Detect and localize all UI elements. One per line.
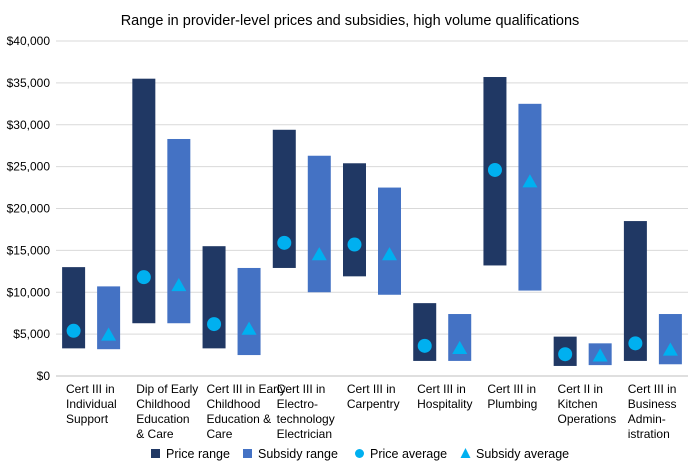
price-range-bar bbox=[623, 221, 647, 361]
price-average-marker bbox=[136, 270, 151, 285]
x-category-label: Dip of Early Childhood Education & Care bbox=[136, 382, 198, 441]
subsidy-average-marker bbox=[522, 174, 538, 188]
price-average-marker bbox=[66, 323, 81, 338]
subsidy-average-marker bbox=[311, 247, 327, 261]
subsidy-range-bar bbox=[97, 286, 121, 350]
gridlines bbox=[56, 40, 688, 377]
subsidy-range-bar bbox=[448, 314, 472, 361]
legend: Price range Subsidy range Price average Sub… bbox=[151, 447, 569, 461]
price-average-marker bbox=[628, 336, 643, 351]
x-category-label: Cert III in Electro-technology Electrician bbox=[277, 382, 335, 441]
y-tick-label: $10,000 bbox=[7, 285, 51, 299]
average-markers bbox=[66, 162, 678, 362]
legend-subsidy-average-label: Subsidy average bbox=[476, 447, 569, 461]
legend-price-average-label: Price average bbox=[370, 447, 447, 461]
y-tick-label: $0 bbox=[37, 369, 51, 383]
y-axis: $0 $5,000 $10,000 $15,000 $20,000 $25,000 $30,… bbox=[7, 34, 51, 383]
price-average-marker bbox=[277, 235, 292, 250]
subsidy-average-marker bbox=[101, 327, 117, 341]
price-average-marker bbox=[417, 338, 432, 353]
y-tick-label: $35,000 bbox=[7, 76, 51, 90]
subsidy-range-bar bbox=[518, 103, 542, 291]
subsidy-average-marker bbox=[382, 247, 397, 261]
x-category-label: Cert II in Kitchen Operations bbox=[558, 382, 617, 426]
subsidy-range-bar bbox=[658, 314, 682, 365]
price-range-bar bbox=[202, 246, 226, 349]
price-average-marker bbox=[347, 237, 362, 252]
price-range-bar bbox=[272, 129, 296, 268]
x-category-label: Cert III in Hospitality bbox=[417, 382, 472, 411]
x-category-label: Cert III in Early Childhood Education & Car… bbox=[206, 382, 285, 441]
subsidy-average-marker bbox=[241, 321, 257, 335]
legend-price-range-label: Price range bbox=[166, 447, 230, 461]
x-category-label: Cert III in Individual Support bbox=[66, 382, 117, 426]
legend-price-average-swatch bbox=[355, 449, 364, 458]
y-tick-label: $40,000 bbox=[7, 34, 51, 48]
x-axis: Cert III in Individual Support Dip of Early… bbox=[66, 382, 676, 441]
legend-subsidy-range-label: Subsidy range bbox=[258, 447, 338, 461]
y-tick-label: $30,000 bbox=[7, 118, 51, 132]
y-tick-label: $25,000 bbox=[7, 160, 51, 174]
subsidy-average-marker bbox=[452, 340, 468, 354]
price-average-marker bbox=[487, 162, 502, 177]
x-category-label: Cert III in Carpentry bbox=[347, 382, 400, 411]
legend-price-range-swatch bbox=[151, 449, 160, 458]
subsidy-range-bar bbox=[237, 267, 261, 356]
legend-subsidy-range-swatch bbox=[243, 449, 252, 458]
price-average-marker bbox=[207, 317, 222, 332]
subsidy-range-bar bbox=[307, 155, 331, 293]
price-range-bar bbox=[343, 163, 366, 277]
subsidy-average-marker bbox=[592, 348, 608, 362]
price-average-marker bbox=[558, 347, 573, 362]
legend-subsidy-average-swatch bbox=[460, 448, 471, 458]
price-range-bar bbox=[132, 78, 156, 324]
subsidy-average-marker bbox=[662, 342, 678, 356]
chart-title: Range in provider-level prices and subsi… bbox=[121, 13, 580, 29]
subsidy-range-bar bbox=[378, 187, 401, 295]
y-tick-label: $20,000 bbox=[7, 202, 51, 216]
range-bars bbox=[62, 77, 682, 366]
y-tick-label: $15,000 bbox=[7, 243, 51, 257]
x-category-label: Cert III in Plumbing bbox=[487, 382, 537, 411]
x-category-label: Cert III in Business Admin-istration bbox=[628, 382, 677, 441]
subsidy-range-bar bbox=[167, 138, 191, 324]
y-tick-label: $5,000 bbox=[13, 327, 50, 341]
subsidy-average-marker bbox=[171, 278, 187, 292]
